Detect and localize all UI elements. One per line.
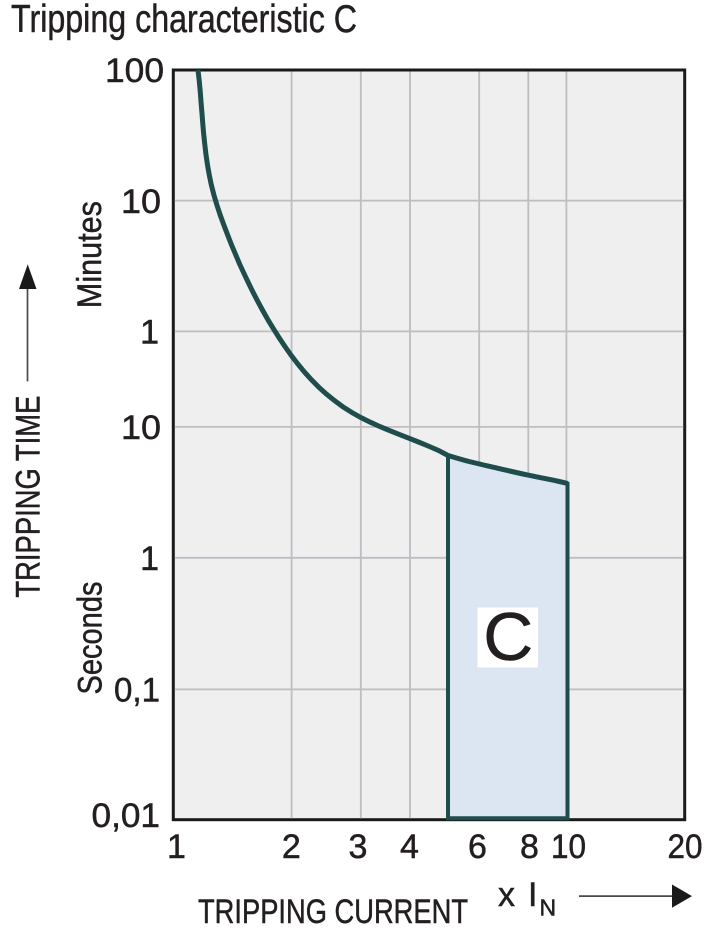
svg-text:N: N — [540, 895, 557, 921]
svg-text:Tripping characteristic C: Tripping characteristic C — [11, 0, 357, 41]
svg-text:3: 3 — [349, 828, 368, 866]
svg-text:x: x — [498, 876, 515, 914]
svg-text:1: 1 — [167, 828, 186, 866]
svg-text:0,1: 0,1 — [114, 672, 160, 710]
svg-text:10: 10 — [121, 409, 161, 447]
svg-text:I: I — [528, 876, 537, 914]
svg-text:10: 10 — [121, 183, 161, 221]
svg-text:Seconds: Seconds — [71, 582, 109, 695]
svg-text:1: 1 — [140, 540, 159, 578]
svg-text:TRIPPING CURRENT: TRIPPING CURRENT — [198, 893, 468, 928]
svg-text:100: 100 — [105, 52, 164, 90]
svg-text:0,01: 0,01 — [92, 797, 161, 835]
svg-text:10: 10 — [551, 828, 586, 866]
svg-text:2: 2 — [282, 828, 301, 866]
svg-text:6: 6 — [468, 828, 487, 866]
svg-text:8: 8 — [520, 828, 539, 866]
svg-text:C: C — [483, 599, 533, 675]
svg-text:TRIPPING TIME: TRIPPING TIME — [10, 396, 48, 598]
svg-text:4: 4 — [400, 828, 419, 866]
svg-text:Minutes: Minutes — [71, 201, 109, 308]
svg-text:20: 20 — [668, 828, 703, 866]
svg-text:1: 1 — [140, 314, 159, 352]
